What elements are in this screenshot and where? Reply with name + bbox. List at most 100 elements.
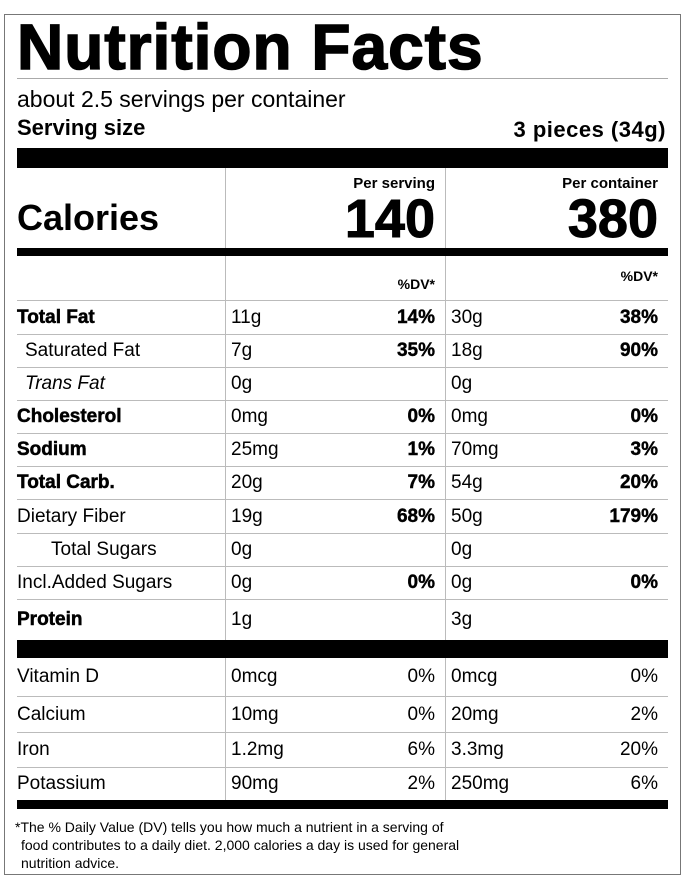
nutrient-row: Trans Fat 0g 0g bbox=[17, 368, 668, 401]
dv-header-serving: %DV* bbox=[397, 276, 435, 292]
calories-per-serving: 140 bbox=[344, 188, 435, 249]
nutrient-name: Potassium bbox=[17, 773, 106, 794]
nutrient-row: Sodium 25mg 1% 70mg 3% bbox=[17, 434, 668, 467]
amount-per-serving: 0mcg bbox=[231, 666, 278, 687]
dv-per-container: 3% bbox=[630, 439, 658, 460]
serving-size-label: Serving size bbox=[17, 115, 146, 140]
dv-per-serving: 0% bbox=[407, 572, 435, 593]
serving-size-value: 3 pieces (34g) bbox=[513, 117, 666, 142]
nutrient-name: Trans Fat bbox=[25, 373, 105, 394]
nutrient-name: Iron bbox=[17, 739, 50, 760]
amount-per-serving: 10mg bbox=[231, 703, 279, 725]
label-frame bbox=[4, 14, 681, 875]
calories-per-container: 380 bbox=[567, 188, 658, 249]
nutrient-name: Calcium bbox=[17, 703, 86, 725]
thick-divider bbox=[17, 148, 668, 168]
vitamin-row: Vitamin D 0mcg 0% 0mcg 0% bbox=[17, 658, 668, 697]
amount-per-serving: 0g bbox=[231, 539, 253, 560]
vitamin-row: Potassium 90mg 2% 250mg 6% bbox=[17, 768, 668, 800]
dv-per-serving: 0% bbox=[407, 406, 435, 427]
amount-per-container: 3.3mg bbox=[451, 739, 504, 760]
nutrient-row: Incl.Added Sugars 0g 0% 0g 0% bbox=[17, 567, 668, 600]
amount-per-serving: 0mg bbox=[231, 406, 268, 427]
amount-per-serving: 7g bbox=[231, 340, 253, 361]
amount-per-serving: 11g bbox=[231, 306, 262, 328]
dv-header-container: %DV* bbox=[620, 268, 658, 284]
nutrient-name: Incl.Added Sugars bbox=[17, 572, 173, 593]
nutrient-name: Protein bbox=[17, 609, 83, 631]
amount-per-container: 18g bbox=[451, 340, 483, 361]
amount-per-serving: 0g bbox=[231, 572, 253, 593]
nutrient-row: Cholesterol 0mg 0% 0mg 0% bbox=[17, 401, 668, 434]
thick-divider bbox=[17, 640, 668, 658]
amount-per-container: 20mg bbox=[451, 703, 499, 725]
amount-per-serving: 1.2mg bbox=[231, 739, 284, 760]
footnote: *The % Daily Value (DV) tells you how mu… bbox=[15, 818, 485, 872]
dv-per-serving: 2% bbox=[407, 773, 435, 794]
dv-per-container: 20% bbox=[619, 472, 658, 493]
nutrient-name: Total Sugars bbox=[51, 539, 157, 560]
amount-per-serving: 20g bbox=[231, 472, 263, 493]
dv-per-serving: 0% bbox=[407, 703, 435, 725]
dv-per-serving: 7% bbox=[407, 472, 435, 493]
dv-per-container: 179% bbox=[609, 505, 658, 527]
medium-divider bbox=[17, 800, 668, 809]
amount-per-container: 0g bbox=[451, 539, 473, 560]
dv-per-container: 0% bbox=[630, 406, 658, 427]
dv-per-container: 0% bbox=[630, 572, 658, 593]
calories-row: Calories Per serving 140 Per container 3… bbox=[17, 168, 668, 248]
dv-header-row: %DV* %DV* bbox=[17, 256, 668, 301]
dv-per-serving: 1% bbox=[407, 439, 435, 460]
amount-per-container: 50g bbox=[451, 505, 483, 527]
footnote-line: *The % Daily Value (DV) tells you how mu… bbox=[15, 819, 444, 835]
amount-per-serving: 25mg bbox=[231, 439, 279, 460]
amount-per-container: 250mg bbox=[451, 773, 510, 794]
nutrient-row: Saturated Fat 7g 35% 18g 90% bbox=[17, 335, 668, 368]
nutrient-row: Total Sugars 0g 0g bbox=[17, 534, 668, 567]
amount-per-container: 0mg bbox=[451, 406, 488, 427]
nutrient-row: Total Carb. 20g 7% 54g 20% bbox=[17, 467, 668, 500]
amount-per-container: 0g bbox=[451, 572, 473, 593]
nutrient-name: Sodium bbox=[17, 439, 87, 461]
amount-per-serving: 90mg bbox=[231, 773, 279, 794]
servings-per-container: about 2.5 servings per container bbox=[17, 86, 346, 112]
dv-per-container: 0% bbox=[630, 666, 658, 687]
dv-per-container: 38% bbox=[619, 306, 658, 328]
label-title: Nutrition Facts bbox=[16, 11, 484, 83]
dv-per-serving: 6% bbox=[407, 739, 435, 760]
nutrient-name: Total Carb. bbox=[17, 472, 115, 494]
amount-per-container: 30g bbox=[451, 306, 483, 328]
nutrient-name: Vitamin D bbox=[17, 666, 100, 687]
amount-per-container: 0mcg bbox=[451, 666, 498, 687]
nutrient-name: Cholesterol bbox=[17, 406, 122, 428]
dv-per-serving: 14% bbox=[396, 306, 435, 328]
amount-per-container: 70mg bbox=[451, 439, 499, 460]
dv-per-container: 20% bbox=[619, 739, 658, 760]
dv-per-container: 2% bbox=[630, 703, 658, 725]
amount-per-serving: 19g bbox=[231, 505, 263, 527]
dv-per-serving: 68% bbox=[396, 505, 435, 527]
calories-label: Calories bbox=[17, 197, 160, 238]
dv-per-container: 90% bbox=[619, 340, 658, 361]
footnote-line: food contributes to a daily diet. 2,000 … bbox=[21, 837, 460, 853]
amount-per-container: 3g bbox=[451, 609, 473, 630]
nutrient-name: Dietary Fiber bbox=[17, 505, 126, 527]
amount-per-container: 0g bbox=[451, 373, 473, 394]
nutrient-row: Protein 1g 3g bbox=[17, 600, 668, 640]
footnote-line: nutrition advice. bbox=[21, 855, 120, 871]
vitamin-row: Iron 1.2mg 6% 3.3mg 20% bbox=[17, 733, 668, 768]
dv-per-serving: 35% bbox=[396, 340, 435, 361]
medium-divider bbox=[17, 248, 668, 256]
amount-per-container: 54g bbox=[451, 472, 483, 493]
nutrient-row: Dietary Fiber 19g 68% 50g 179% bbox=[17, 500, 668, 534]
nutrient-name: Saturated Fat bbox=[25, 340, 141, 361]
amount-per-serving: 0g bbox=[231, 373, 253, 394]
per-serving-label: Per serving bbox=[353, 174, 435, 192]
amount-per-serving: 1g bbox=[231, 609, 253, 630]
per-container-label: Per container bbox=[562, 174, 658, 192]
vitamin-row: Calcium 10mg 0% 20mg 2% bbox=[17, 697, 668, 733]
dv-per-container: 6% bbox=[630, 773, 658, 794]
nutrient-name: Total Fat bbox=[17, 306, 95, 328]
nutrient-row: Total Fat 11g 14% 30g 38% bbox=[17, 301, 668, 335]
divider bbox=[17, 78, 668, 79]
